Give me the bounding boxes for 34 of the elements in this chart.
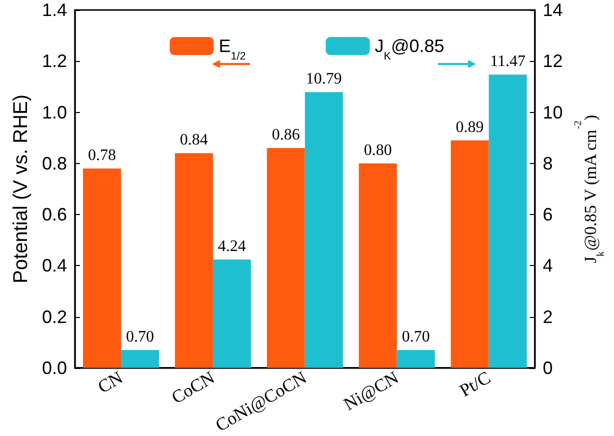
y-tick-label: 0.6 <box>42 204 67 225</box>
y-tick-label: 0.2 <box>42 306 67 327</box>
data-label: 0.80 <box>364 142 392 159</box>
y-axis-title: Potential (V vs. RHE) <box>10 94 32 284</box>
data-label: 4.24 <box>218 238 246 256</box>
y2-tick-label: 2 <box>542 306 553 327</box>
bar <box>396 350 435 368</box>
data-label: 11.47 <box>490 53 526 70</box>
y2-tick-label: 12 <box>542 51 563 72</box>
y-tick-label: 0.8 <box>42 153 67 174</box>
data-label: 0.89 <box>456 118 484 136</box>
bar <box>82 168 121 368</box>
y2-tick-label: 6 <box>542 204 553 225</box>
y-tick-label: 1.0 <box>42 102 67 122</box>
y-tick-label: 0.0 <box>42 358 67 378</box>
x-tick-label: CN <box>94 367 126 398</box>
data-label: 0.86 <box>272 126 300 144</box>
data-label: 10.79 <box>306 70 342 88</box>
y-tick-label: 0.4 <box>42 256 67 276</box>
bar <box>120 350 159 368</box>
data-label: 0.70 <box>402 328 430 346</box>
bar <box>358 163 397 368</box>
y2-tick-label: 8 <box>542 153 553 174</box>
data-label: 0.70 <box>126 328 154 346</box>
y-tick-label: 1.2 <box>42 51 67 72</box>
y-tick-label: 1.4 <box>42 0 67 20</box>
y2-axis-title: Jk@0.85 V (mA cm-2) <box>573 114 606 264</box>
y2-tick-label: 4 <box>542 256 553 276</box>
data-label: 0.78 <box>88 147 116 164</box>
x-tick-label: Pt/C <box>456 367 494 401</box>
y2-tick-label: 0 <box>542 358 553 378</box>
y2-tick-label: 10 <box>542 102 563 122</box>
data-label: 0.84 <box>180 132 208 149</box>
y2-tick-label: 14 <box>542 0 563 20</box>
